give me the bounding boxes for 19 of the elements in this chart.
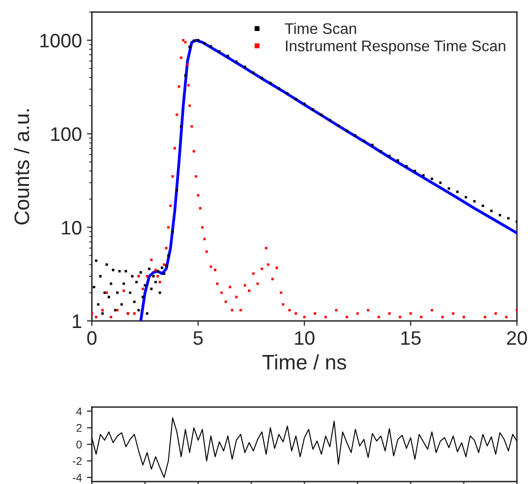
y-tick-label: 2 [76,424,82,432]
x-tick-label: 5 [194,331,203,345]
y-tick-label: 4 [76,408,82,416]
y-tick-label: -2 [72,457,82,465]
y-tick-label: 1 [72,314,82,328]
legend-label: Time Scan [284,22,356,34]
y-tick-label: 1000 [40,34,82,48]
x-tick-label: 20 [507,331,527,345]
y-tick-label: 10 [62,220,82,235]
x-tick-label: 0 [87,331,97,345]
x-tick-label: 15 [401,331,421,345]
legend-label: Instrument Response Time Scan [286,40,506,54]
y-axis-title: Counts / a.u. [14,109,30,224]
y-tick-label: 0 [76,440,82,448]
line-series [92,417,517,478]
y-tick-label: -4 [72,474,82,482]
x-axis-title: Time / ns [262,354,346,370]
y-tick-label: 100 [51,127,82,142]
x-tick-label: 10 [295,331,314,345]
